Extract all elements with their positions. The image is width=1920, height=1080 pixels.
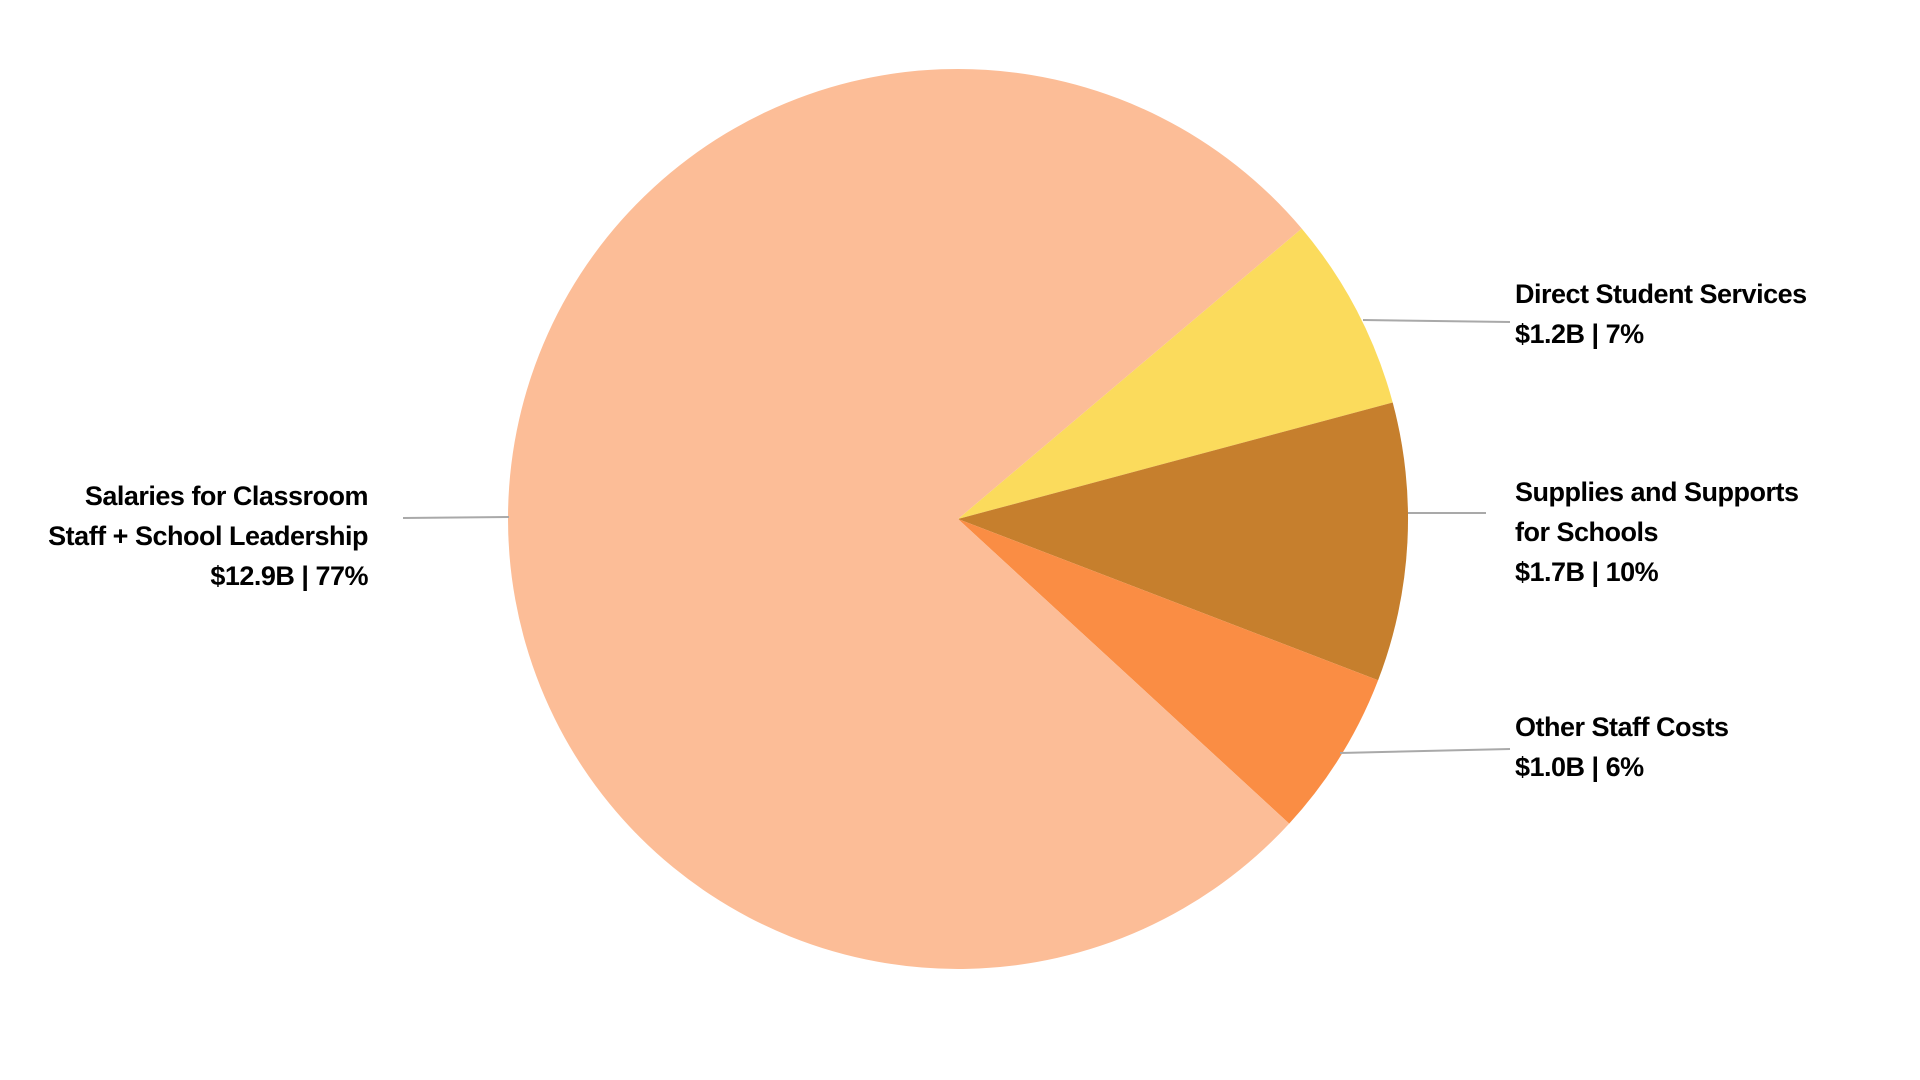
slice-label-value: $12.9B | 77% — [210, 561, 368, 591]
slice-label-value: $1.7B | 10% — [1515, 557, 1659, 587]
slice-label-other-staff-costs: Other Staff Costs $1.0B | 6% — [1515, 707, 1729, 787]
slice-label-value: $1.0B | 6% — [1515, 752, 1644, 782]
pie-slice-direct-student-services — [958, 228, 1393, 519]
slice-label-name-line2: for Schools — [1515, 517, 1659, 547]
slice-label-name: Direct Student Services — [1515, 279, 1807, 309]
slice-label-name: Salaries for Classroom — [84, 481, 369, 511]
slice-label-value: $1.2B | 7% — [1515, 319, 1644, 349]
slice-label-name: Supplies and Supports — [1515, 477, 1799, 507]
slice-label-name: Other Staff Costs — [1515, 712, 1729, 742]
pie-slice-other-staff-costs — [958, 519, 1379, 824]
leader-line-3 — [402, 516, 510, 519]
slice-label-salaries-for-classroom-staff-school-leadership: Salaries for Classroom Staff + School Le… — [48, 476, 368, 596]
pie-slice-salaries-for-classroom-staff-school-leadership — [507, 68, 1302, 969]
leader-line-2 — [1339, 748, 1511, 754]
slice-label-name-line2: Staff + School Leadership — [48, 521, 368, 551]
pie-slice-supplies-and-supports-for-schools — [958, 402, 1409, 681]
leader-line-0 — [1362, 319, 1511, 323]
slice-label-supplies-and-supports-for-schools: Supplies and Supports for Schools $1.7B … — [1515, 472, 1799, 592]
slice-label-direct-student-services: Direct Student Services $1.2B | 7% — [1515, 274, 1807, 354]
